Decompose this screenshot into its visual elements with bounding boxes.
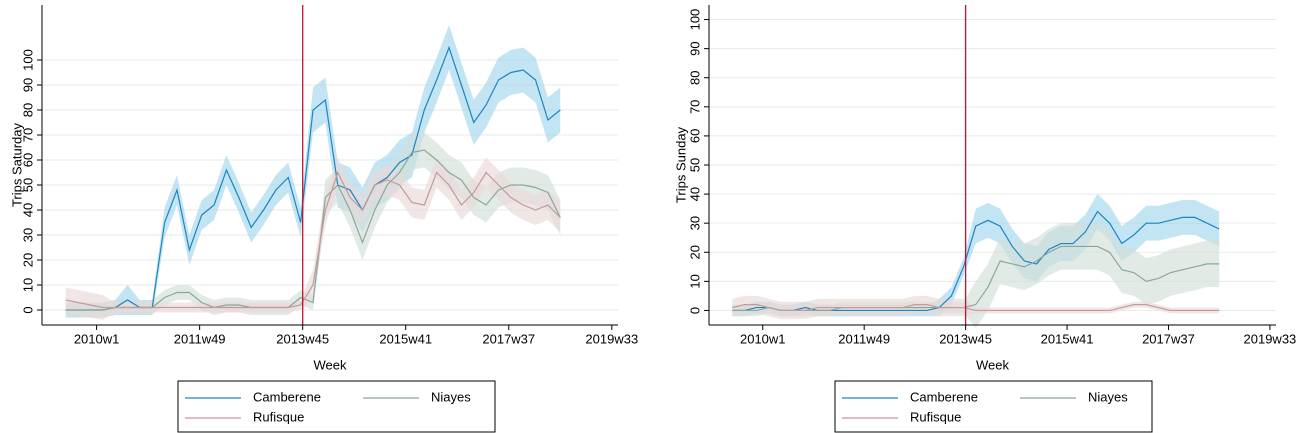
y-tick-label: 20 bbox=[687, 245, 702, 259]
x-tick-label: 2011w49 bbox=[174, 331, 226, 346]
x-tick-label: 2010w1 bbox=[74, 331, 120, 346]
confidence-band bbox=[732, 295, 1220, 320]
y-tick-label: 30 bbox=[20, 228, 35, 242]
y-tick-label: 50 bbox=[687, 158, 702, 172]
y-tick-label: 80 bbox=[20, 103, 35, 117]
series-line bbox=[732, 245, 1220, 312]
series-line bbox=[732, 304, 1220, 312]
y-tick-label: 40 bbox=[687, 187, 702, 201]
y-tick-label: 70 bbox=[687, 100, 702, 114]
x-tick-label: 2013w45 bbox=[276, 331, 329, 346]
confidence-band bbox=[65, 157, 561, 320]
y-tick-label: 0 bbox=[687, 307, 702, 314]
y-tick-label: 90 bbox=[687, 41, 702, 55]
y-tick-label: 90 bbox=[20, 78, 35, 92]
y-tick-label: 100 bbox=[20, 49, 35, 71]
legend-label: Rufisque bbox=[910, 409, 961, 424]
y-tick-label: 50 bbox=[20, 178, 35, 192]
legend-label: Camberene bbox=[910, 389, 978, 404]
y-tick-label: 100 bbox=[687, 9, 702, 31]
confidence-band bbox=[65, 25, 561, 318]
chart-panel: 0 10 20 30 40 50 60 70 80 90 100 2010w1 2011w49 2013w… bbox=[673, 5, 1297, 433]
y-tick-label: 30 bbox=[687, 216, 702, 230]
chart-panel: 0 10 20 30 40 50 60 70 80 90 100 2010w1 2011w49 2013w… bbox=[9, 5, 638, 433]
y-tick-label: 70 bbox=[20, 128, 35, 142]
y-tick-label: 10 bbox=[687, 274, 702, 288]
x-tick-label: 2011w49 bbox=[838, 331, 890, 346]
y-axis-title: Trips Sunday bbox=[673, 126, 688, 203]
x-tick-label: 2019w33 bbox=[1244, 331, 1297, 346]
x-tick-label: 2015w41 bbox=[1041, 331, 1094, 346]
y-tick-label: 60 bbox=[20, 153, 35, 167]
y-tick-label: 10 bbox=[20, 278, 35, 292]
legend-box bbox=[177, 380, 496, 433]
legend-label: Camberene bbox=[253, 389, 321, 404]
x-tick-label: 2013w45 bbox=[939, 331, 992, 346]
series-line bbox=[732, 210, 1220, 312]
y-tick-label: 20 bbox=[20, 253, 35, 267]
x-axis-title: Week bbox=[976, 357, 1009, 372]
x-tick-label: 2017w37 bbox=[482, 331, 535, 346]
x-tick-label: 2015w41 bbox=[379, 331, 432, 346]
x-tick-label: 2017w37 bbox=[1142, 331, 1195, 346]
x-tick-label: 2010w1 bbox=[740, 331, 786, 346]
legend-box bbox=[834, 380, 1153, 433]
legend-label: Rufisque bbox=[253, 409, 304, 424]
y-tick-label: 80 bbox=[687, 70, 702, 84]
y-tick-label: 60 bbox=[687, 129, 702, 143]
legend-label: Niayes bbox=[431, 389, 471, 404]
y-tick-label: 40 bbox=[20, 203, 35, 217]
x-axis-title: Week bbox=[314, 357, 347, 372]
y-axis-title: Trips Saturday bbox=[9, 122, 24, 207]
x-tick-label: 2019w33 bbox=[585, 331, 638, 346]
legend-label: Niayes bbox=[1088, 389, 1128, 404]
series-line bbox=[65, 170, 561, 309]
y-tick-label: 0 bbox=[20, 306, 35, 313]
